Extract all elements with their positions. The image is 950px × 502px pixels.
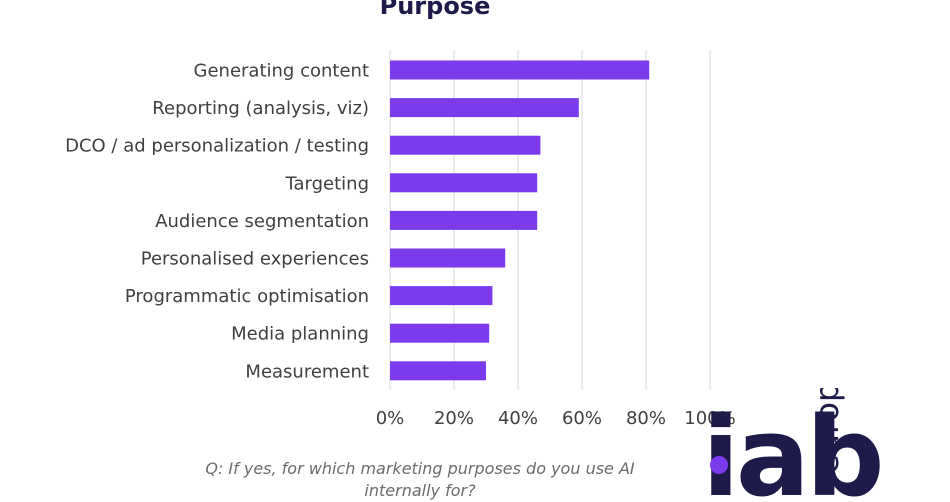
bar-chart: 0% 20% 40% 60% 80% 100% Generating content Repo… [65, 50, 736, 429]
x-tick-label: 100% [684, 408, 735, 429]
x-tick-label: 80% [626, 408, 666, 429]
iab-europe-logo: iab europe [700, 388, 900, 500]
bar [390, 361, 486, 381]
bar [390, 60, 650, 80]
category-label: DCO / ad personalization / testing [65, 136, 369, 157]
bar [390, 173, 538, 193]
bar [390, 248, 506, 268]
bar [390, 135, 541, 155]
category-label: Personalised experiences [141, 249, 369, 270]
x-tick-label: 60% [562, 408, 602, 429]
category-label: Programmatic optimisation [125, 286, 369, 307]
bar [390, 210, 538, 230]
logo-iab-text: iab [702, 393, 885, 500]
logo-europe-text: europe [808, 388, 846, 474]
category-label: Measurement [245, 361, 369, 382]
category-label: Generating content [194, 61, 369, 82]
bar [390, 323, 490, 343]
category-label: Reporting (analysis, viz) [152, 98, 369, 119]
x-tick-label: 0% [376, 408, 405, 429]
bar [390, 98, 579, 118]
x-tick-label: 20% [434, 408, 474, 429]
x-tick-label: 40% [498, 408, 538, 429]
category-label: Audience segmentation [155, 211, 369, 232]
bar [390, 286, 493, 306]
category-label: Targeting [284, 173, 369, 194]
logo-dot-icon [710, 456, 728, 474]
chart-title: Purpose [379, 0, 491, 20]
category-label: Media planning [231, 324, 369, 345]
survey-question: Q: If yes, for which marketing purposes … [205, 459, 635, 500]
